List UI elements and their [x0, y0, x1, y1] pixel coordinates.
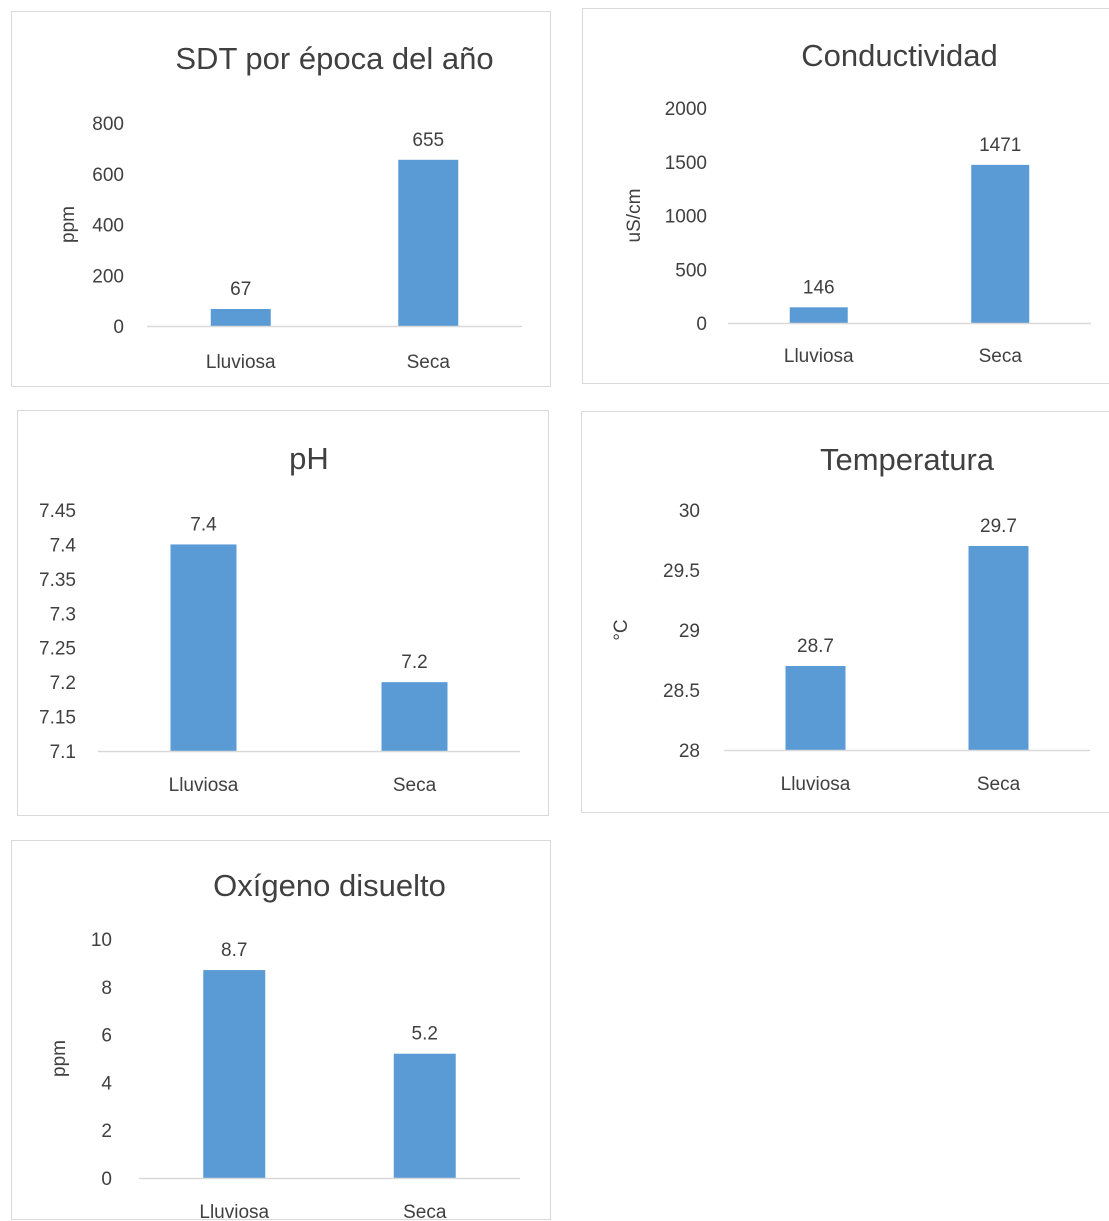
- y-tick-label: 7.3: [50, 604, 76, 625]
- chart-title: Temperatura: [820, 442, 995, 477]
- y-axis-label: °C: [611, 619, 632, 640]
- y-tick-label: 0: [113, 317, 124, 338]
- x-category-label: Seca: [403, 1202, 447, 1221]
- data-label: 8.7: [221, 940, 247, 961]
- y-tick-label: 28.5: [663, 681, 700, 702]
- y-tick-label: 7.25: [39, 639, 76, 660]
- x-category-label: Lluviosa: [206, 352, 276, 373]
- y-axis-label: ppm: [49, 1040, 70, 1077]
- bar-seca: [398, 159, 459, 326]
- y-tick-label: 7.15: [39, 708, 76, 729]
- y-axis-label: uS/cm: [624, 189, 645, 243]
- chart-title: Conductividad: [801, 38, 997, 73]
- x-category-label: Lluviosa: [169, 775, 239, 796]
- chart-title: Oxígeno disuelto: [213, 868, 446, 903]
- y-tick-label: 500: [675, 260, 707, 281]
- chart-svg: Oxígeno disuelto 0 2 4 6 8 10 ppm 8.7 Lluviosa 5.2…: [49, 868, 520, 1221]
- data-label: 5.2: [412, 1024, 438, 1045]
- chart-temperatura: Temperatura 28 28.5 29 29.5 30 °C 28.7 Lluviosa 2…: [581, 411, 1109, 813]
- data-label: 146: [803, 277, 835, 298]
- y-tick-label: 7.1: [50, 742, 76, 763]
- y-tick-label: 7.45: [39, 501, 76, 522]
- bar-seca: [393, 1053, 456, 1178]
- chart-svg: Temperatura 28 28.5 29 29.5 30 °C 28.7 Lluviosa 2…: [611, 442, 1090, 795]
- x-category-label: Lluviosa: [199, 1202, 269, 1221]
- y-axis-label: ppm: [58, 206, 79, 243]
- chart-title: SDT por época del año: [175, 41, 493, 76]
- bar-lluviosa: [789, 307, 848, 323]
- chart-svg: pH 7.1 7.15 7.2 7.25 7.3 7.35 7.4 7.45 7.4 Lluvios…: [39, 441, 520, 796]
- y-tick-label: 29.5: [663, 561, 700, 582]
- bar-seca: [968, 546, 1029, 750]
- data-label: 655: [412, 130, 444, 151]
- data-label: 7.2: [401, 652, 427, 673]
- y-tick-label: 10: [91, 930, 112, 951]
- y-tick-label: 1500: [665, 153, 707, 174]
- chart-title: pH: [289, 441, 329, 476]
- data-label: 28.7: [797, 636, 834, 657]
- y-tick-label: 8: [101, 978, 112, 999]
- data-label: 1471: [979, 135, 1021, 156]
- bar-seca: [971, 164, 1030, 323]
- chart-conductividad: Conductividad 0 500 1000 1500 2000 uS/cm 146 Llu…: [582, 8, 1109, 384]
- y-tick-label: 29: [679, 621, 700, 642]
- data-label: 67: [230, 279, 251, 300]
- y-tick-label: 4: [101, 1073, 112, 1094]
- bar-lluviosa: [203, 970, 266, 1178]
- chart-svg: SDT por época del año 0 200 400 600 800 ppm 67 L…: [58, 41, 522, 373]
- chart-svg: Conductividad 0 500 1000 1500 2000 uS/cm 146 Llu…: [624, 38, 1091, 367]
- chart-oxigeno: Oxígeno disuelto 0 2 4 6 8 10 ppm 8.7 Lluviosa 5.2…: [11, 840, 551, 1221]
- bar-seca: [381, 682, 448, 751]
- x-category-label: Seca: [977, 774, 1021, 795]
- y-tick-label: 0: [696, 314, 707, 335]
- x-category-label: Seca: [407, 352, 451, 373]
- y-tick-label: 600: [92, 165, 124, 186]
- y-tick-label: 200: [92, 266, 124, 287]
- y-tick-label: 7.4: [50, 535, 77, 556]
- y-tick-label: 400: [92, 216, 124, 237]
- data-label: 7.4: [190, 514, 217, 535]
- x-category-label: Seca: [393, 775, 437, 796]
- x-category-label: Lluviosa: [781, 774, 851, 795]
- chart-ph: pH 7.1 7.15 7.2 7.25 7.3 7.35 7.4 7.45 7.4 Lluvios…: [17, 410, 549, 816]
- y-tick-label: 28: [679, 741, 700, 762]
- x-category-label: Lluviosa: [784, 346, 854, 367]
- y-tick-label: 6: [101, 1026, 112, 1047]
- y-tick-label: 30: [679, 501, 700, 522]
- data-label: 29.7: [980, 516, 1017, 537]
- y-tick-label: 1000: [665, 207, 707, 228]
- y-tick-label: 2000: [665, 99, 707, 120]
- bar-lluviosa: [785, 666, 846, 750]
- y-tick-label: 800: [92, 114, 124, 135]
- y-tick-label: 7.35: [39, 570, 76, 591]
- y-tick-label: 2: [101, 1121, 112, 1142]
- x-category-label: Seca: [979, 346, 1023, 367]
- bar-lluviosa: [210, 308, 271, 326]
- y-tick-label: 7.2: [50, 673, 76, 694]
- chart-sdt: SDT por época del año 0 200 400 600 800 ppm 67 L…: [11, 11, 551, 387]
- bar-lluviosa: [170, 544, 237, 751]
- y-tick-label: 0: [101, 1169, 112, 1190]
